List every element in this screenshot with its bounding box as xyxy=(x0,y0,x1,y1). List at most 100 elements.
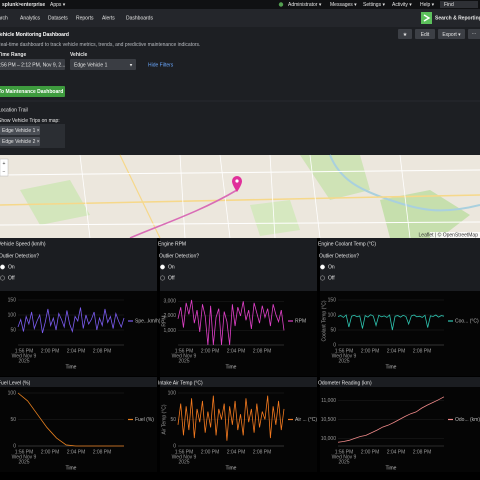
x-tick-label: 2:00 PM xyxy=(361,449,380,455)
x-tick-year: 2025 xyxy=(178,358,189,364)
map[interactable]: + − xyxy=(0,154,480,239)
x-tick-label: 2:08 PM xyxy=(93,348,112,354)
nav-item[interactable]: Analytics xyxy=(20,15,41,21)
x-tick-year: 2025 xyxy=(18,459,29,465)
y-tick-label: 10,000 xyxy=(321,436,337,442)
edit-button[interactable] xyxy=(415,29,435,39)
hide-filters[interactable]: Hide Filters xyxy=(148,62,174,68)
nav-item[interactable]: Datasets xyxy=(48,15,68,21)
y-tick-label: 50 xyxy=(330,327,336,333)
legend-label: RPM xyxy=(295,318,306,324)
y-axis-label: Coolant Temp (°C) xyxy=(321,300,327,341)
x-tick-label: 1:56 PM xyxy=(175,348,194,354)
panel-title: Engine RPM xyxy=(158,241,186,247)
nav-item[interactable]: Reports xyxy=(76,15,94,21)
y-tick-label: 100 xyxy=(168,390,177,396)
x-axis-label: Time xyxy=(226,364,237,370)
map-marker[interactable] xyxy=(232,176,242,192)
nav-item[interactable]: Dashboards xyxy=(126,15,153,21)
top-menu-item[interactable]: Help ▾ xyxy=(420,2,435,8)
y-tick-label: 0 xyxy=(13,443,16,449)
panel-title: Odometer Reading (km) xyxy=(318,380,372,386)
x-axis-label: Time xyxy=(226,465,237,471)
y-tick-label: 100 xyxy=(8,390,17,396)
nav-item[interactable]: Search xyxy=(0,15,8,21)
export-button[interactable] xyxy=(438,29,465,39)
road xyxy=(0,194,480,206)
x-tick-label: 2:00 PM xyxy=(201,348,220,354)
chart-area xyxy=(320,291,480,376)
radio[interactable] xyxy=(0,275,5,281)
y-tick-label: 150 xyxy=(328,297,337,303)
x-tick-label: 2:08 PM xyxy=(93,449,112,455)
app-icon xyxy=(421,12,432,24)
x-tick-label: 2:00 PM xyxy=(41,348,60,354)
edit-label: Edit xyxy=(421,32,430,38)
time-dropdown[interactable] xyxy=(0,59,65,70)
top-menu-item[interactable]: Activity ▾ xyxy=(392,2,412,8)
x-tick-label: 2:00 PM xyxy=(41,449,60,455)
park xyxy=(380,190,470,238)
legend-label: Odo... (km) xyxy=(455,417,480,423)
zoom-control[interactable] xyxy=(0,158,9,177)
dropdown-caret: ▾ xyxy=(130,62,133,68)
brand: splunk>enterprise xyxy=(2,2,45,8)
panel-title: Engine Coolant Temp (°C) xyxy=(318,241,376,247)
legend-label: Fuel (%) xyxy=(135,417,154,423)
x-tick-label: 2:04 PM xyxy=(387,449,406,455)
x-tick-label: 2:04 PM xyxy=(227,348,246,354)
maintenance-label: Go To Maintenance Dashboard xyxy=(0,89,63,95)
radio-label: Off xyxy=(328,275,335,281)
y-tick-label: 50 xyxy=(170,417,176,423)
chart-area xyxy=(0,387,157,472)
legend-label: Spe...km/h) xyxy=(135,318,161,324)
find[interactable]: Find xyxy=(444,2,454,8)
y-tick-label: 1,000 xyxy=(163,328,176,334)
nav-bar xyxy=(0,9,480,27)
y-tick-label: 10,500 xyxy=(321,417,337,423)
y-tick-label: 0 xyxy=(333,342,336,348)
radio[interactable] xyxy=(0,264,5,270)
chip-label: Edge Vehicle 1 × xyxy=(2,128,40,134)
time-value: 1:56 PM – 2:12 PM, Nov 9, 2... xyxy=(0,62,65,68)
x-axis-label: Time xyxy=(386,465,397,471)
series-line xyxy=(337,396,445,443)
maintenance-button[interactable] xyxy=(0,86,65,97)
vehicle-dropdown[interactable] xyxy=(70,59,136,70)
radio-label: On xyxy=(168,264,175,270)
x-tick-year: 2025 xyxy=(18,358,29,364)
x-axis-label: Time xyxy=(66,364,77,370)
y-tick-label: 2,000 xyxy=(163,313,176,319)
apps-menu[interactable]: Apps ▾ xyxy=(50,2,66,8)
chip[interactable] xyxy=(0,137,40,146)
radio[interactable] xyxy=(320,264,325,270)
find-box[interactable] xyxy=(440,1,478,8)
x-tick-date: Wed Nov 9 xyxy=(172,454,197,460)
zoom-out[interactable]: − xyxy=(3,169,6,175)
top-menu-item[interactable]: Administrator ▾ xyxy=(288,2,322,8)
x-tick-date: Wed Nov 9 xyxy=(12,353,37,359)
radio[interactable] xyxy=(160,264,165,270)
top-menu-item[interactable]: Settings ▾ xyxy=(363,2,385,8)
y-tick-label: 150 xyxy=(8,297,17,303)
radio[interactable] xyxy=(320,275,325,281)
star-button[interactable] xyxy=(398,29,412,39)
park xyxy=(250,200,300,236)
app-icon-glyph xyxy=(423,14,431,22)
more-button[interactable] xyxy=(468,29,480,39)
chip[interactable] xyxy=(0,126,40,135)
radio-label: On xyxy=(8,264,15,270)
zoom-in[interactable]: + xyxy=(3,161,6,167)
road xyxy=(0,221,480,226)
chart-area xyxy=(0,291,157,376)
y-axis-label: RPM xyxy=(161,315,167,326)
radio[interactable] xyxy=(160,275,165,281)
nav-item[interactable]: Alerts xyxy=(102,15,115,21)
radio-label: Off xyxy=(168,275,175,281)
route xyxy=(129,189,238,239)
top-menu-item[interactable]: Messages ▾ xyxy=(330,2,357,8)
river xyxy=(329,154,480,212)
radio-label: Off xyxy=(8,275,15,281)
